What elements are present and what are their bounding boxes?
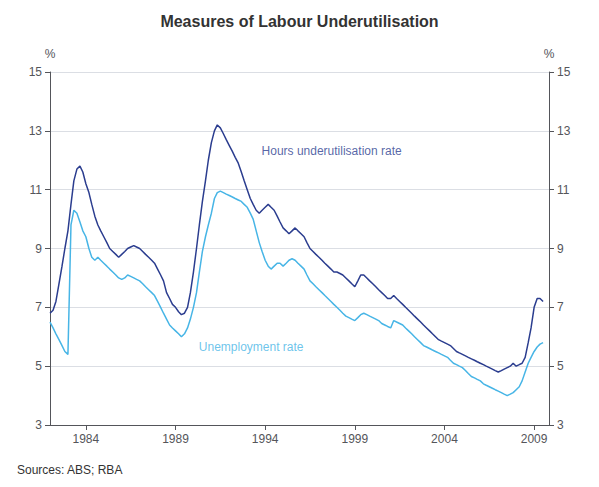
svg-text:15: 15 (29, 65, 43, 79)
svg-text:15: 15 (557, 65, 571, 79)
svg-text:7: 7 (35, 300, 42, 314)
svg-text:1984: 1984 (73, 432, 100, 446)
svg-text:1994: 1994 (252, 432, 279, 446)
svg-text:13: 13 (557, 124, 571, 138)
svg-text:9: 9 (557, 242, 564, 256)
svg-text:Measures of Labour Underutilis: Measures of Labour Underutilisation (160, 13, 438, 30)
svg-text:9: 9 (35, 242, 42, 256)
svg-text:1999: 1999 (341, 432, 368, 446)
svg-text:5: 5 (557, 359, 564, 373)
svg-text:3: 3 (35, 418, 42, 432)
svg-text:3: 3 (557, 418, 564, 432)
svg-text:Unemployment rate: Unemployment rate (199, 340, 304, 354)
svg-text:%: % (45, 47, 56, 61)
svg-text:1989: 1989 (162, 432, 189, 446)
svg-text:7: 7 (557, 300, 564, 314)
svg-text:11: 11 (557, 183, 570, 197)
svg-text:2009: 2009 (521, 432, 548, 446)
svg-text:11: 11 (30, 183, 43, 197)
svg-text:13: 13 (29, 124, 43, 138)
svg-text:2004: 2004 (431, 432, 458, 446)
svg-text:Hours underutilisation rate: Hours underutilisation rate (262, 144, 402, 158)
svg-text:5: 5 (35, 359, 42, 373)
svg-text:%: % (544, 47, 555, 61)
svg-text:Sources: ABS; RBA: Sources: ABS; RBA (17, 463, 122, 477)
